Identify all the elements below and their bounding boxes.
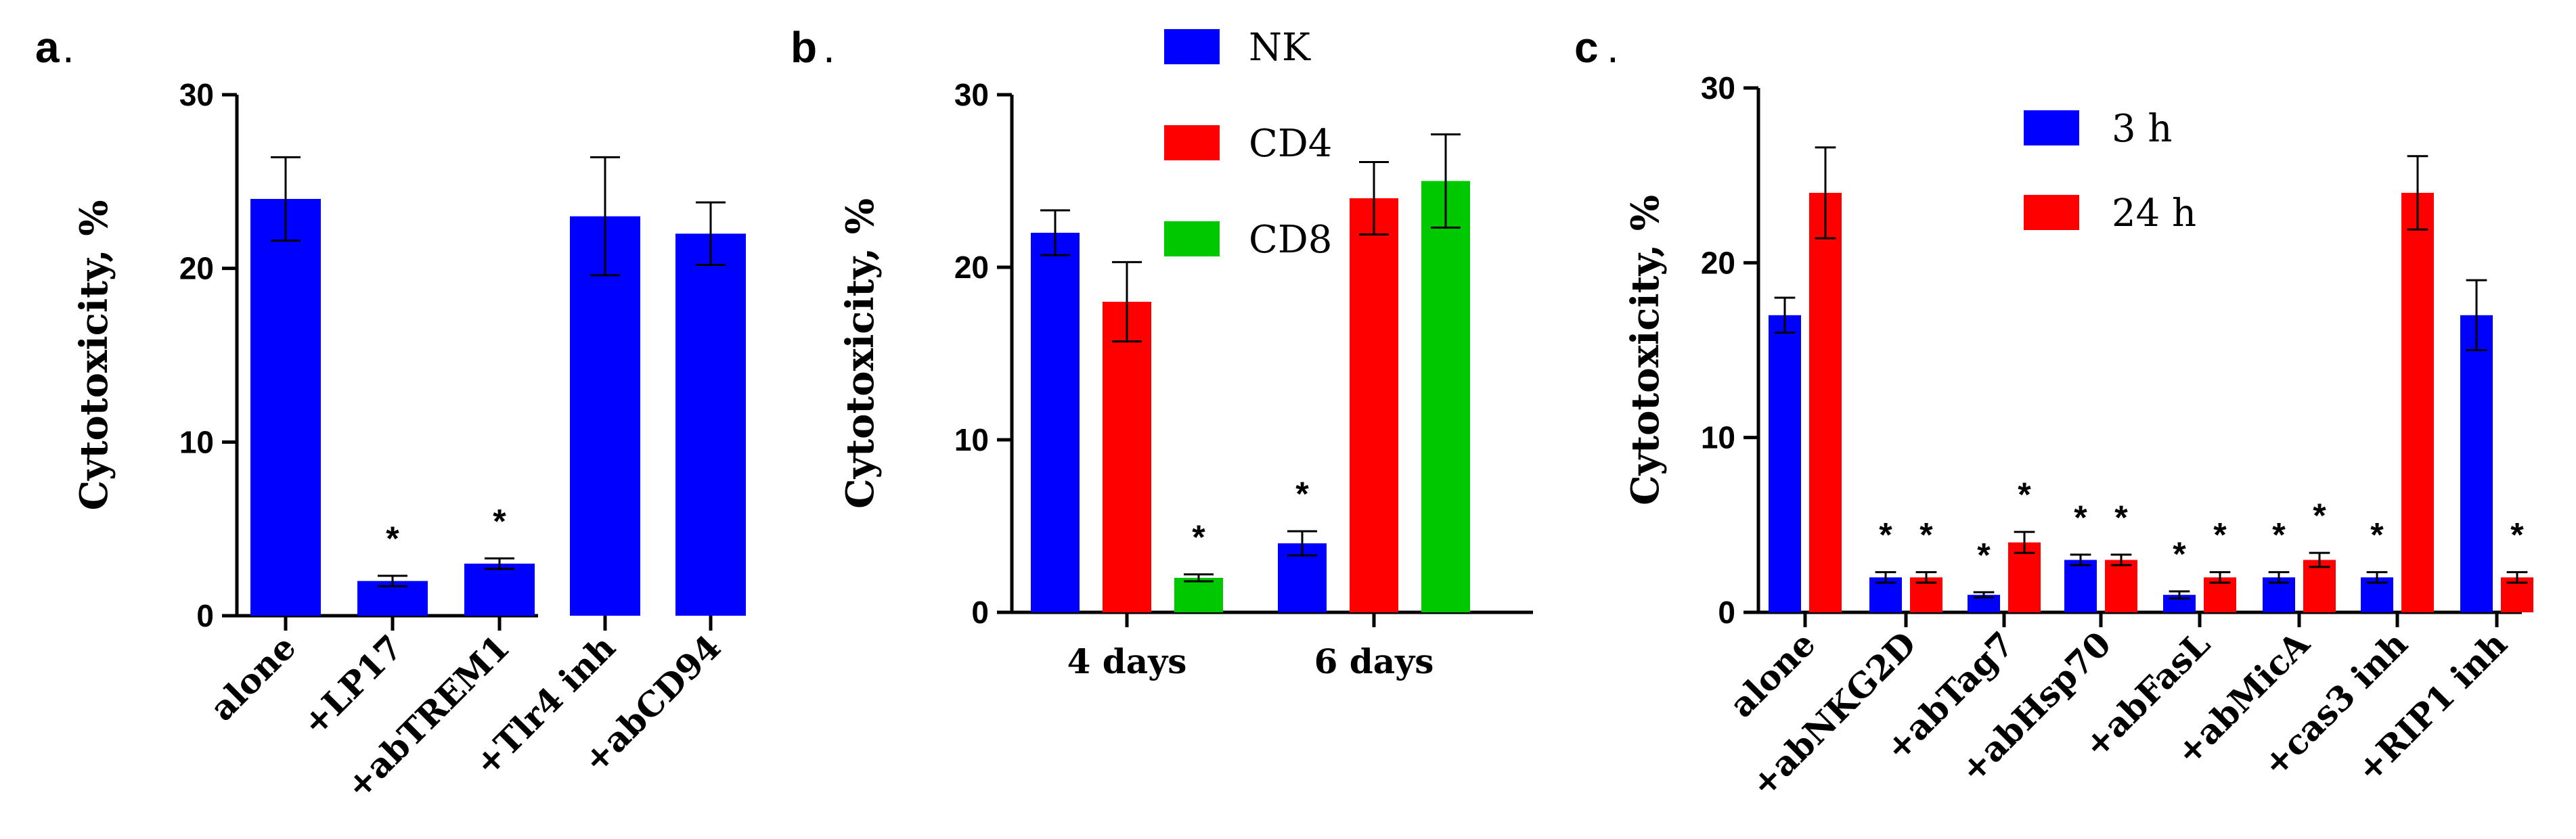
panel-label: a <box>35 23 60 72</box>
legend-swatch <box>2024 195 2079 230</box>
y-tick-label: 0 <box>1718 595 1735 630</box>
significance-mark: * <box>2018 476 2031 514</box>
legend-label: 3 h <box>2112 107 2173 151</box>
legend-swatch <box>1164 29 1220 64</box>
x-tick-label: 4 days <box>1067 641 1187 681</box>
significance-mark: * <box>2510 516 2524 554</box>
significance-mark: * <box>1919 516 1933 554</box>
bar <box>2303 560 2336 612</box>
panel-label-dot: . <box>823 23 835 72</box>
bar <box>250 199 321 616</box>
bar <box>2008 542 2041 612</box>
panel-label-dot: . <box>62 23 74 72</box>
x-tick-label: alone <box>1722 624 1823 725</box>
bar <box>464 564 535 616</box>
y-tick-label: 10 <box>954 422 989 457</box>
bar <box>1769 315 1801 612</box>
bar <box>2401 193 2434 612</box>
bar <box>1809 193 1842 612</box>
significance-mark: * <box>2114 499 2128 537</box>
panel-label-dot: . <box>1607 23 1619 72</box>
y-axis-label: Cytotoxicity, % <box>72 200 116 511</box>
y-tick-label: 0 <box>971 595 989 630</box>
y-tick-label: 30 <box>1701 70 1735 106</box>
significance-mark: * <box>2173 535 2186 573</box>
significance-mark: * <box>2213 516 2227 554</box>
legend-label: NK <box>1249 26 1311 70</box>
y-tick-label: 20 <box>179 251 214 286</box>
x-tick-label: alone <box>202 627 304 729</box>
legend-swatch <box>2024 110 2079 145</box>
legend-swatch <box>1164 221 1220 256</box>
x-tick-label: 6 days <box>1314 641 1434 681</box>
bar <box>675 233 746 616</box>
significance-mark: * <box>2074 499 2087 537</box>
panel-label: b <box>791 23 817 72</box>
y-tick-label: 30 <box>179 77 214 112</box>
bar <box>1103 302 1151 612</box>
panel-a: a .Cytotoxicity, %0102030alone+LP17*+abTR… <box>35 23 746 807</box>
y-tick-label: 30 <box>954 77 989 112</box>
bar <box>1421 181 1470 612</box>
significance-mark: * <box>386 520 399 558</box>
legend-label: 24 h <box>2112 191 2196 235</box>
bar <box>1350 198 1398 612</box>
y-axis-label: Cytotoxicity, % <box>838 198 883 509</box>
legend-label: CD8 <box>1249 218 1332 262</box>
significance-mark: * <box>1977 536 1991 574</box>
y-tick-label: 0 <box>196 598 214 633</box>
y-tick-label: 10 <box>1701 420 1735 455</box>
bar <box>1174 578 1223 612</box>
significance-mark: * <box>493 502 506 540</box>
legend-label: CD4 <box>1249 122 1332 166</box>
bar <box>1031 233 1080 612</box>
significance-mark: * <box>2272 516 2286 554</box>
significance-mark: * <box>2370 516 2384 554</box>
y-tick-label: 10 <box>179 424 214 459</box>
panel-b: b . Cytotoxicity, % 0 10 20 30 4 days * 6 days * NK… <box>791 23 1533 681</box>
bar <box>2460 315 2493 612</box>
significance-mark: * <box>1295 475 1309 513</box>
y-tick-label: 20 <box>954 250 989 285</box>
bar <box>570 216 640 616</box>
y-axis-label: Cytotoxicity, % <box>1623 195 1668 505</box>
bar <box>2064 560 2097 612</box>
significance-mark: * <box>1192 518 1205 556</box>
significance-mark: * <box>2313 497 2326 535</box>
panel-label: c <box>1574 23 1599 72</box>
legend-swatch <box>1164 125 1220 160</box>
bar <box>2105 560 2137 612</box>
y-tick-label: 20 <box>1701 245 1735 280</box>
significance-mark: * <box>1879 516 1892 554</box>
